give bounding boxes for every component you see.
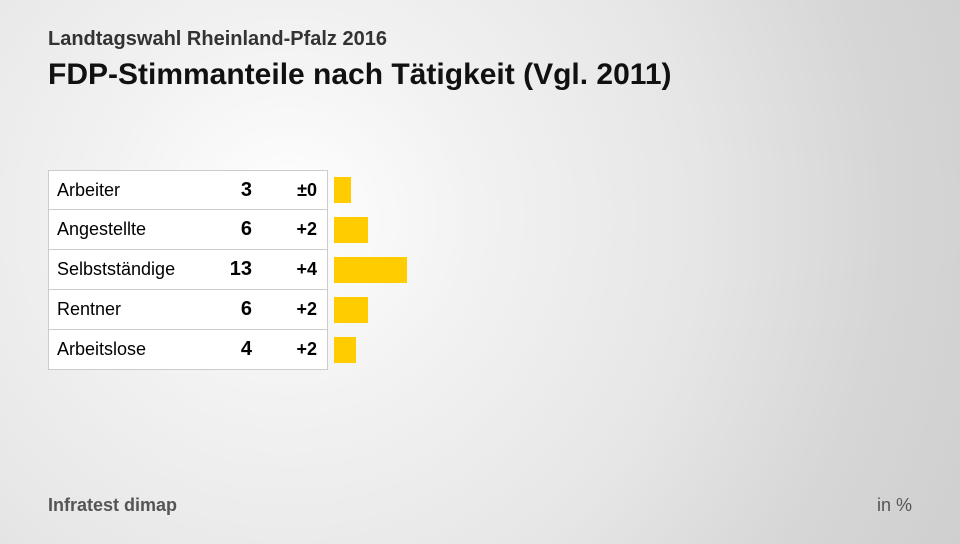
row-label: Angestellte — [48, 210, 200, 250]
row-label: Arbeitslose — [48, 330, 200, 370]
footer-unit: in % — [877, 495, 912, 516]
bar — [334, 297, 368, 323]
chart-title: FDP-Stimmanteile nach Tätigkeit (Vgl. 20… — [48, 58, 672, 92]
table-row: Selbstständige13+4 — [48, 250, 912, 290]
bar — [334, 177, 351, 203]
row-label: Arbeiter — [48, 170, 200, 210]
row-value: 4 — [200, 330, 260, 370]
bar-chart: Arbeiter3±0Angestellte6+2Selbstständige1… — [48, 170, 912, 370]
table-row: Arbeiter3±0 — [48, 170, 912, 210]
table-row: Arbeitslose4+2 — [48, 330, 912, 370]
footer-source: Infratest dimap — [48, 495, 177, 516]
bar-track — [328, 210, 912, 250]
bar — [334, 337, 356, 363]
row-change: +2 — [260, 330, 328, 370]
chart-canvas: { "header": { "supertitle": "Landtagswah… — [0, 0, 960, 544]
row-value: 6 — [200, 210, 260, 250]
bar-track — [328, 250, 912, 290]
row-change: +2 — [260, 210, 328, 250]
row-label: Selbstständige — [48, 250, 200, 290]
row-change: +2 — [260, 290, 328, 330]
table-row: Angestellte6+2 — [48, 210, 912, 250]
row-value: 6 — [200, 290, 260, 330]
row-change: ±0 — [260, 170, 328, 210]
row-label: Rentner — [48, 290, 200, 330]
row-value: 13 — [200, 250, 260, 290]
row-change: +4 — [260, 250, 328, 290]
bar-track — [328, 330, 912, 370]
table-row: Rentner6+2 — [48, 290, 912, 330]
bar-track — [328, 170, 912, 210]
bar — [334, 257, 407, 283]
row-value: 3 — [200, 170, 260, 210]
bar — [334, 217, 368, 243]
bar-track — [328, 290, 912, 330]
chart-supertitle: Landtagswahl Rheinland-Pfalz 2016 — [48, 28, 387, 51]
